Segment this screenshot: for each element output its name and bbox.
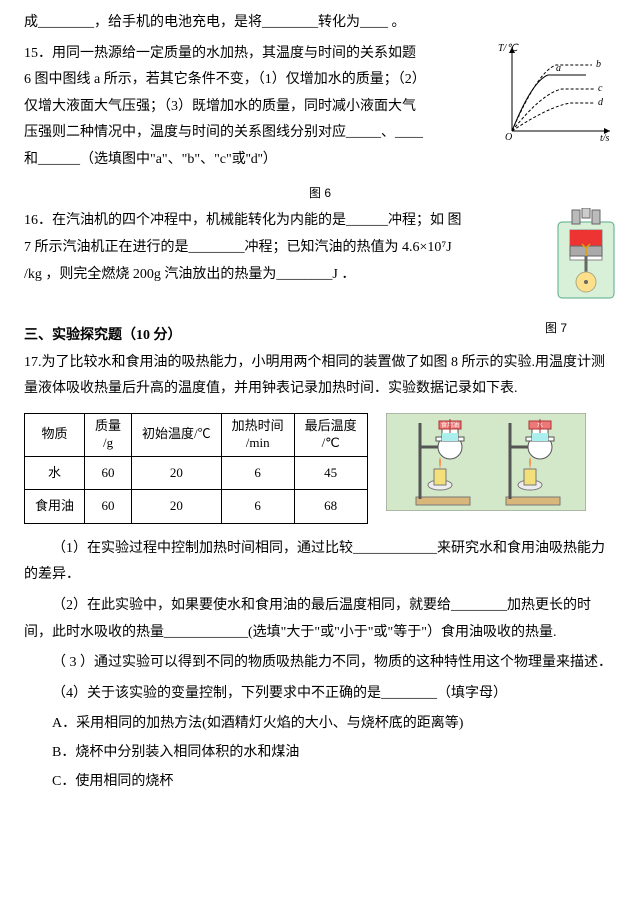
table-header-row: 物质 质量/g 初始温度/℃ 加热时间/min 最后温度/℃ xyxy=(25,413,368,456)
th-4: 最后温度/℃ xyxy=(294,413,367,456)
svg-text:b: b xyxy=(596,59,601,70)
q17-1: （1）在实验过程中控制加热时间相同，通过比较____________来研究水和食… xyxy=(24,536,616,589)
options: A．采用相同的加热方法(如酒精灯火焰的大小、与烧杯底的距离等) B．烧杯中分别装… xyxy=(24,711,616,795)
svg-text:O: O xyxy=(505,132,512,141)
x-axis-label: t/s xyxy=(600,133,610,141)
table-row: 水 60 20 6 45 xyxy=(25,456,368,490)
q16-block: 16．在汽油机的四个冲程中，机械能转化为内能的是______冲程；如 图 7 所… xyxy=(24,208,616,311)
q17-4: （4）关于该实验的变量控制，下列要求中不正确的是________（填字母） xyxy=(24,681,616,708)
svg-text:d: d xyxy=(598,97,604,108)
q17-2: （2）在此实验中，如果要使水和食用油的最后温度相同，就要给________加热更… xyxy=(24,593,616,646)
option-b: B．烧杯中分别装入相同体积的水和煤油 xyxy=(52,740,616,767)
data-table: 物质 质量/g 初始温度/℃ 加热时间/min 最后温度/℃ 水 60 20 6… xyxy=(24,413,368,524)
figure-7-label: 图 7 xyxy=(496,317,616,340)
figure-6-label: 图 6 xyxy=(24,182,616,205)
q16-l1: 16．在汽油机的四个冲程中，机械能转化为内能的是______冲程；如 图 xyxy=(24,208,616,235)
svg-text:a: a xyxy=(556,63,561,74)
option-c: C．使用相同的烧杯 xyxy=(52,769,616,796)
q14-tail: 成________，给手机的电池充电，是将________转化为____ 。 xyxy=(24,10,616,37)
engine-icon xyxy=(556,208,616,300)
svg-text:c: c xyxy=(598,83,603,94)
th-1: 质量/g xyxy=(85,413,132,456)
th-3: 加热时间/min xyxy=(221,413,294,456)
option-a: A．采用相同的加热方法(如酒精灯火焰的大小、与烧杯底的距离等) xyxy=(52,711,616,738)
q16-l2: 7 所示汽油机正在进行的是________冲程；已知汽油的热值为 4.6×10⁷… xyxy=(24,235,616,262)
figure-6: T/℃ t/s O b a c d xyxy=(498,41,616,152)
q16-l3: /kg ，则完全燃烧 200g 汽油放出的热量为________J ． xyxy=(24,262,616,289)
q17-3: （ 3 ）通过实验可以得到不同的物质吸热能力不同，物质的这种特性用这个物理量来描… xyxy=(24,650,616,677)
text: 成________，给手机的电池充电，是将________转化为____ 。 xyxy=(24,15,406,30)
figure-8: 食用油 水 xyxy=(386,413,586,522)
section-3-title: 三、实验探究题（10 分） xyxy=(24,323,496,350)
q17-intro: 17.为了比较水和食用油的吸热能力，小明用两个相同的装置做了如图 8 所示的实验… xyxy=(24,350,616,403)
apparatus-icon: 食用油 水 xyxy=(386,413,586,511)
table-row-block: 物质 质量/g 初始温度/℃ 加热时间/min 最后温度/℃ 水 60 20 6… xyxy=(24,407,616,528)
graph-icon: T/℃ t/s O b a c d xyxy=(498,41,616,141)
table-row: 食用油 60 20 6 68 xyxy=(25,490,368,524)
figure-7 xyxy=(556,208,616,311)
th-0: 物质 xyxy=(25,413,85,456)
q15-block: T/℃ t/s O b a c d 15．用同一热源给一定质量的水加热，其温度与… xyxy=(24,41,616,174)
y-axis-label: T/℃ xyxy=(498,43,519,54)
th-2: 初始温度/℃ xyxy=(132,413,222,456)
